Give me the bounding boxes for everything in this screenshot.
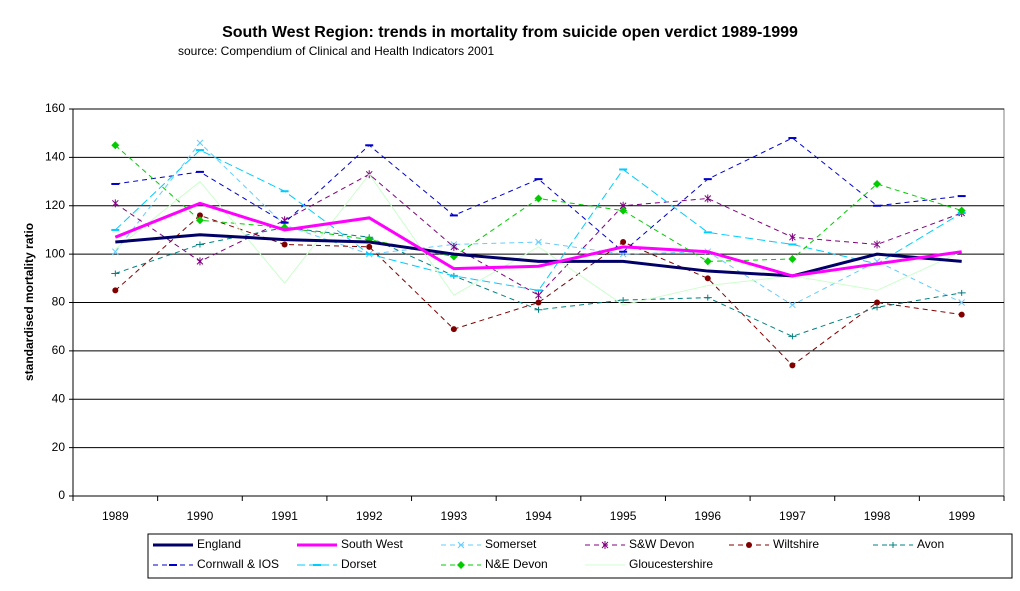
- series-line: [115, 173, 962, 306]
- y-tick-label: 80: [52, 295, 66, 309]
- series-line: [114, 214, 962, 367]
- point-marker: [957, 206, 966, 215]
- y-tick-label: 160: [45, 101, 65, 115]
- point-marker: [703, 257, 712, 266]
- point-marker: [958, 299, 966, 306]
- point-marker: [535, 291, 542, 300]
- legend-marker: [746, 542, 752, 548]
- legend-label: Wiltshire: [773, 537, 819, 551]
- point-marker: [958, 311, 965, 318]
- x-tick-label: 1999: [948, 509, 975, 523]
- point-marker: [619, 297, 628, 304]
- series-line: [115, 173, 962, 296]
- point-marker: [281, 241, 288, 248]
- point-marker: [112, 287, 119, 294]
- legend-marker: [601, 541, 609, 549]
- series-line: [114, 149, 962, 291]
- chart-title: South West Region: trends in mortality f…: [222, 24, 798, 41]
- point-marker: [704, 275, 711, 282]
- series-line: [115, 233, 962, 278]
- point-marker: [619, 206, 628, 215]
- legend-marker: [457, 561, 465, 569]
- point-marker: [957, 289, 966, 296]
- x-tick-label: 1993: [441, 509, 468, 523]
- y-tick-label: 140: [45, 150, 65, 164]
- point-marker: [450, 242, 458, 251]
- legend-marker: [889, 542, 897, 548]
- x-tick-label: 1989: [102, 509, 129, 523]
- point-marker: [111, 270, 120, 277]
- point-marker: [789, 233, 796, 242]
- point-marker: [195, 216, 204, 225]
- point-marker: [873, 179, 882, 188]
- legend-label: Cornwall & IOS: [197, 557, 279, 571]
- point-marker: [196, 212, 203, 219]
- point-marker: [704, 194, 712, 203]
- point-marker: [703, 294, 712, 301]
- y-tick-label: 20: [52, 440, 66, 454]
- y-tick-label: 40: [52, 391, 66, 405]
- point-marker: [873, 304, 882, 311]
- legend-label: England: [197, 537, 241, 551]
- y-tick-label: 120: [45, 198, 65, 212]
- legend-label: Dorset: [341, 557, 377, 571]
- legend-label: Gloucestershire: [629, 557, 713, 571]
- x-tick-label: 1994: [525, 509, 552, 523]
- series-line: [114, 201, 962, 278]
- chart-subtitle: source: Compendium of Clinical and Healt…: [178, 44, 494, 58]
- point-marker: [534, 194, 543, 203]
- point-marker: [788, 333, 797, 340]
- legend-label: S&W Devon: [629, 537, 694, 551]
- point-marker: [788, 254, 797, 263]
- legend-label: South West: [341, 537, 403, 551]
- legend-label: N&E Devon: [485, 557, 548, 571]
- point-marker: [620, 239, 627, 246]
- point-marker: [111, 199, 119, 208]
- y-tick-label: 60: [52, 343, 66, 357]
- y-axis-label: standardised mortality ratio: [22, 223, 36, 381]
- point-marker: [789, 301, 796, 309]
- point-marker: [450, 326, 457, 333]
- point-marker: [196, 257, 204, 266]
- point-marker: [789, 362, 796, 369]
- point-marker: [873, 240, 881, 249]
- point-marker: [196, 139, 204, 147]
- point-marker: [535, 299, 542, 306]
- legend-label: Avon: [917, 537, 944, 551]
- x-tick-label: 1998: [864, 509, 891, 523]
- x-tick-label: 1996: [694, 509, 721, 523]
- legend-label: Somerset: [485, 537, 537, 551]
- y-tick-label: 100: [45, 246, 65, 260]
- point-marker: [449, 252, 458, 261]
- x-tick-label: 1992: [356, 509, 383, 523]
- point-marker: [366, 243, 373, 250]
- point-marker: [534, 306, 543, 313]
- x-tick-label: 1990: [187, 509, 214, 523]
- point-marker: [111, 141, 120, 150]
- x-tick-label: 1991: [271, 509, 298, 523]
- legend-marker: [457, 541, 465, 549]
- y-tick-label: 0: [58, 488, 65, 502]
- x-tick-label: 1995: [610, 509, 637, 523]
- point-marker: [195, 241, 204, 248]
- point-marker: [535, 238, 542, 246]
- point-marker: [111, 248, 119, 256]
- x-tick-label: 1997: [779, 509, 806, 523]
- legend-box: [147, 533, 1013, 579]
- point-marker: [874, 299, 881, 306]
